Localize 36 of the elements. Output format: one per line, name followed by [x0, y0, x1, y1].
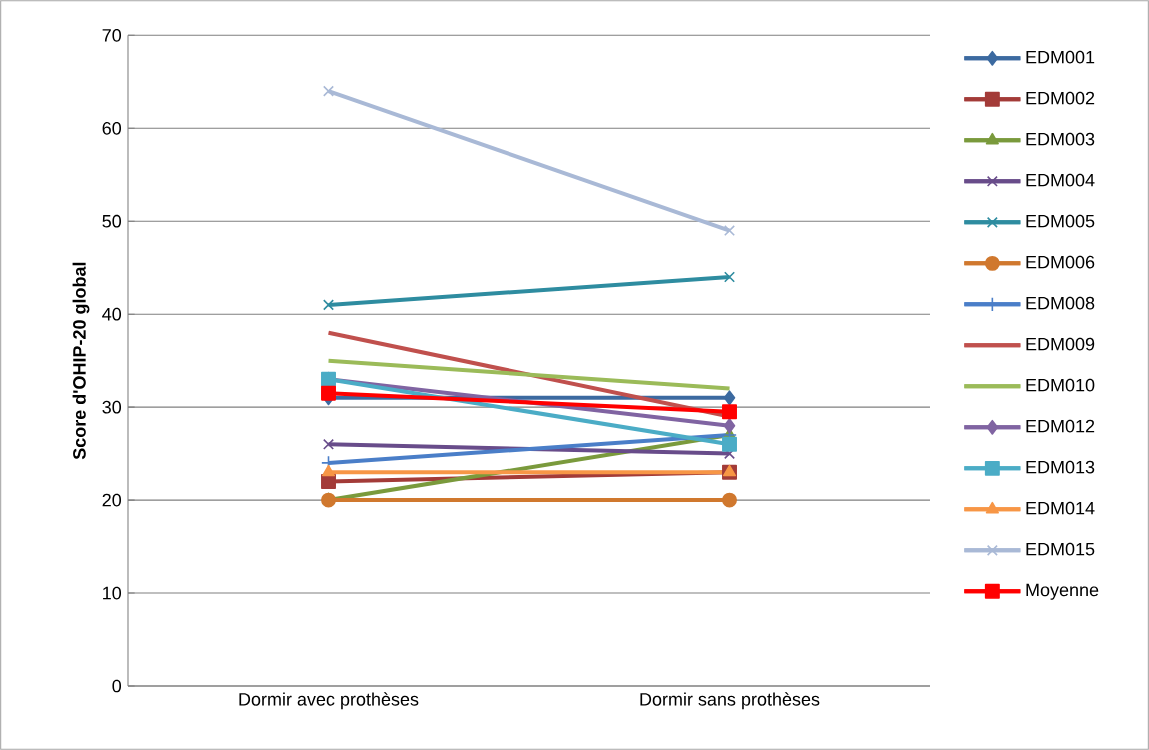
legend-label: EDM010: [1026, 378, 1095, 392]
point: [321, 474, 336, 489]
y-tick-label: 40: [102, 307, 122, 321]
point: [322, 299, 335, 311]
y-tick-label: 20: [102, 493, 122, 507]
point: [322, 85, 335, 97]
legend-label: EDM003: [1026, 132, 1095, 146]
point: [723, 225, 736, 237]
y-axis-title: Score d'OHIP-20 global: [72, 262, 90, 460]
point: [322, 438, 335, 450]
legend-label: EDM006: [1026, 255, 1095, 269]
legend-label: EDM009: [1026, 337, 1095, 351]
y-tick-label: 30: [102, 400, 122, 414]
legend-label: EDM002: [1026, 91, 1095, 105]
y-tick-label: 0: [112, 679, 122, 693]
legend-label: EDM013: [1026, 460, 1095, 474]
legend-label: EDM004: [1026, 173, 1095, 187]
legend-label: EDM014: [1026, 501, 1095, 515]
legend-label: EDM005: [1026, 214, 1095, 228]
x-tick-label: Dormir avec prothèses: [239, 692, 419, 710]
point: [722, 436, 737, 452]
y-tick-label: 10: [103, 586, 122, 600]
y-tick-label: 70: [102, 28, 122, 42]
legend-label: EDM008: [1026, 296, 1095, 310]
legend-label: EDM015: [1026, 542, 1095, 556]
point: [723, 271, 736, 283]
point: [723, 390, 736, 406]
y-tick-label: 50: [102, 214, 122, 228]
point: [722, 492, 737, 508]
legend-label: Moyenne: [1026, 583, 1099, 600]
y-tick-label: 60: [102, 121, 122, 135]
legend-label: EDM012: [1026, 419, 1095, 433]
point: [722, 404, 737, 420]
point: [321, 385, 336, 401]
legend-label: EDM001: [1026, 50, 1095, 64]
x-tick-label: Dormir sans prothèses: [640, 692, 820, 710]
